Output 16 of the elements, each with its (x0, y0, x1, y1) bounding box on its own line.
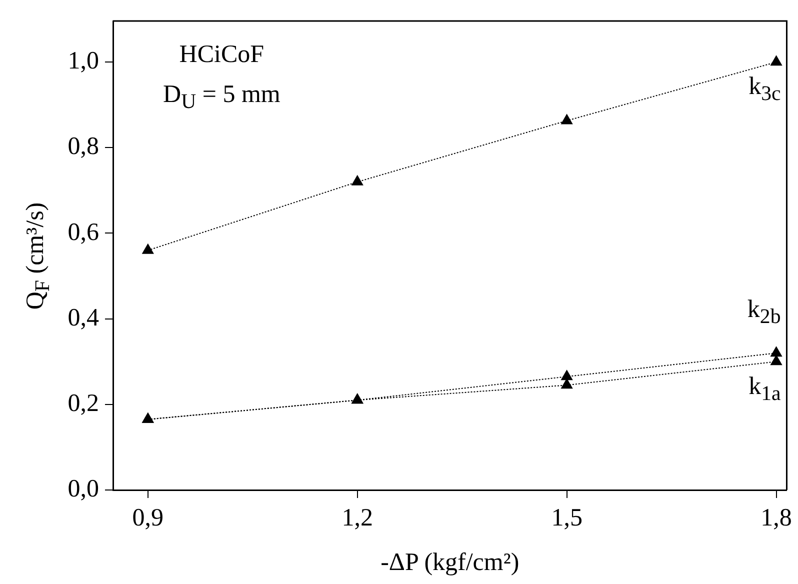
y-tick-label: 0,0 (68, 476, 99, 503)
annotation: D$_{U}$ = 5 mm (163, 80, 280, 115)
x-tick-label: 0,9 (132, 504, 164, 532)
y-tick-label: 0,2 (68, 390, 99, 417)
x-tick-label: 1,5 (551, 504, 582, 532)
y-tick-label: 0,4 (68, 304, 100, 332)
series-label: k$_{3c}$ (748, 72, 781, 106)
x-tick-label: 1,8 (760, 504, 792, 532)
series-label: k$_{2b}$ (747, 295, 781, 330)
y-tick-label: 0,6 (68, 218, 99, 246)
annotation: HCiCoF (178, 40, 266, 70)
y-tick-label: 0,8 (68, 133, 99, 160)
y-tick-label: 1,0 (68, 48, 99, 75)
series-label: k$_{1a}$ (748, 372, 781, 406)
x-tick-label: 1,2 (342, 504, 373, 532)
x-axis-title: -ΔP (kgf/cm²) (380, 548, 520, 578)
